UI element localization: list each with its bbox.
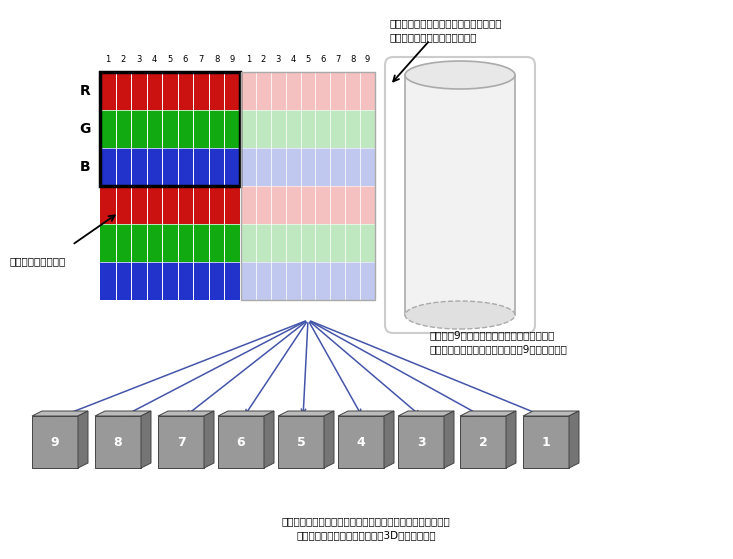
- Bar: [241, 72, 375, 110]
- Text: 2: 2: [121, 55, 126, 64]
- Text: 2: 2: [479, 435, 487, 448]
- Text: R: R: [80, 84, 90, 98]
- Bar: [100, 72, 240, 186]
- Text: 4: 4: [357, 435, 365, 448]
- Bar: [218, 416, 264, 468]
- Text: 5: 5: [167, 55, 173, 64]
- Bar: [100, 224, 240, 262]
- Bar: [241, 72, 375, 300]
- Text: 3: 3: [276, 55, 281, 64]
- Polygon shape: [444, 411, 454, 468]
- Text: 9: 9: [365, 55, 370, 64]
- Polygon shape: [78, 411, 88, 468]
- Text: 6: 6: [320, 55, 325, 64]
- Text: 3: 3: [416, 435, 425, 448]
- Bar: [241, 262, 375, 300]
- Text: 9: 9: [229, 55, 235, 64]
- Text: 垂直レンチキュラーシートにより9方向へ放射。: 垂直レンチキュラーシートにより9方向へ放射。: [430, 344, 568, 354]
- Polygon shape: [158, 411, 214, 416]
- Text: 6: 6: [183, 55, 188, 64]
- Bar: [32, 416, 78, 468]
- Text: 6: 6: [237, 435, 246, 448]
- Text: 8: 8: [350, 55, 356, 64]
- Polygon shape: [338, 411, 394, 416]
- Bar: [405, 75, 515, 315]
- Polygon shape: [218, 411, 274, 416]
- Text: 1: 1: [105, 55, 111, 64]
- Text: 1: 1: [246, 55, 251, 64]
- Text: G: G: [79, 122, 91, 136]
- Polygon shape: [384, 411, 394, 468]
- Text: 4: 4: [290, 55, 295, 64]
- Bar: [100, 72, 240, 110]
- Polygon shape: [569, 411, 579, 468]
- Text: 垂直レンチキュラーシート（イメージ）: 垂直レンチキュラーシート（イメージ）: [390, 18, 503, 28]
- Polygon shape: [278, 411, 334, 416]
- Text: 9: 9: [51, 435, 59, 448]
- Bar: [241, 110, 375, 148]
- Polygon shape: [460, 411, 516, 416]
- Text: B: B: [80, 160, 90, 174]
- Bar: [158, 416, 204, 468]
- Text: ［液晶パネルに貼付けて使用］: ［液晶パネルに貼付けて使用］: [390, 32, 477, 42]
- Polygon shape: [324, 411, 334, 468]
- Text: 5: 5: [297, 435, 306, 448]
- Text: 2: 2: [261, 55, 266, 64]
- Polygon shape: [264, 411, 274, 468]
- Text: 3: 3: [136, 55, 141, 64]
- Polygon shape: [32, 411, 88, 416]
- Bar: [338, 416, 384, 468]
- Bar: [100, 110, 240, 148]
- Text: 8: 8: [214, 55, 219, 64]
- Polygon shape: [141, 411, 151, 468]
- Ellipse shape: [405, 301, 515, 329]
- Text: 4: 4: [152, 55, 157, 64]
- Polygon shape: [523, 411, 579, 416]
- Polygon shape: [95, 411, 151, 416]
- Bar: [460, 416, 506, 468]
- Ellipse shape: [405, 61, 515, 89]
- Bar: [95, 416, 141, 468]
- Bar: [100, 148, 240, 186]
- Text: 5: 5: [306, 55, 311, 64]
- Text: 見る角度に連動して映像の中に見える物体の角度も変わり、: 見る角度に連動して映像の中に見える物体の角度も変わり、: [281, 516, 450, 526]
- Bar: [523, 416, 569, 468]
- Text: 映像表示での１画素: 映像表示での１画素: [10, 256, 66, 266]
- Bar: [241, 186, 375, 224]
- Text: 8: 8: [114, 435, 122, 448]
- Bar: [241, 148, 375, 186]
- Text: より自然で見やすいグラスレス3D視聴を実現。: より自然で見やすいグラスレス3D視聴を実現。: [296, 530, 436, 540]
- Polygon shape: [204, 411, 214, 468]
- Text: 7: 7: [177, 435, 185, 448]
- Bar: [100, 186, 240, 224]
- Bar: [398, 416, 444, 468]
- Bar: [100, 262, 240, 300]
- Text: １画素で9方向の映像を表示し、画素の光を: １画素で9方向の映像を表示し、画素の光を: [430, 330, 556, 340]
- Bar: [241, 224, 375, 262]
- Bar: [278, 416, 324, 468]
- Polygon shape: [398, 411, 454, 416]
- Text: 7: 7: [335, 55, 340, 64]
- Polygon shape: [506, 411, 516, 468]
- Text: 1: 1: [542, 435, 550, 448]
- Text: 7: 7: [199, 55, 204, 64]
